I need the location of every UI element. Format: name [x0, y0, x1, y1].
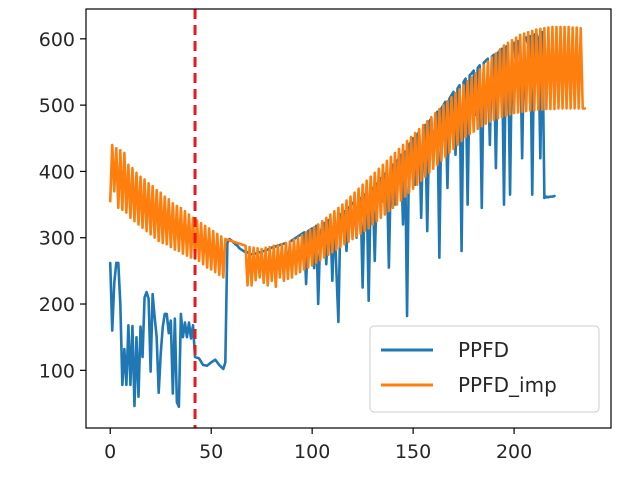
y-axis: 100 200 300 400 500 600	[39, 29, 86, 382]
x-tick-label: 150	[395, 441, 431, 463]
x-tick-label: 200	[496, 441, 532, 463]
plot-frame	[85, 8, 612, 429]
series-layer	[108, 25, 587, 409]
x-axis: 0 50 100 150 200	[104, 428, 532, 463]
y-tick-label: 600	[39, 29, 75, 51]
legend: PPFD PPFD_imp	[369, 325, 600, 413]
legend-label-ppfd-imp: PPFD_imp	[458, 373, 557, 397]
series-line-ppfd-imp	[108, 25, 587, 289]
x-tick-label: 0	[104, 441, 116, 463]
legend-box	[369, 325, 600, 413]
y-tick-label: 200	[39, 294, 75, 316]
series-line-ppfd	[108, 30, 556, 409]
legend-label-ppfd: PPFD	[458, 338, 509, 362]
y-tick-label: 400	[39, 161, 75, 183]
x-tick-label: 50	[199, 441, 223, 463]
y-tick-label: 500	[39, 95, 75, 117]
y-tick-label: 100	[39, 360, 75, 382]
y-tick-label: 300	[39, 228, 75, 250]
x-tick-label: 100	[294, 441, 330, 463]
